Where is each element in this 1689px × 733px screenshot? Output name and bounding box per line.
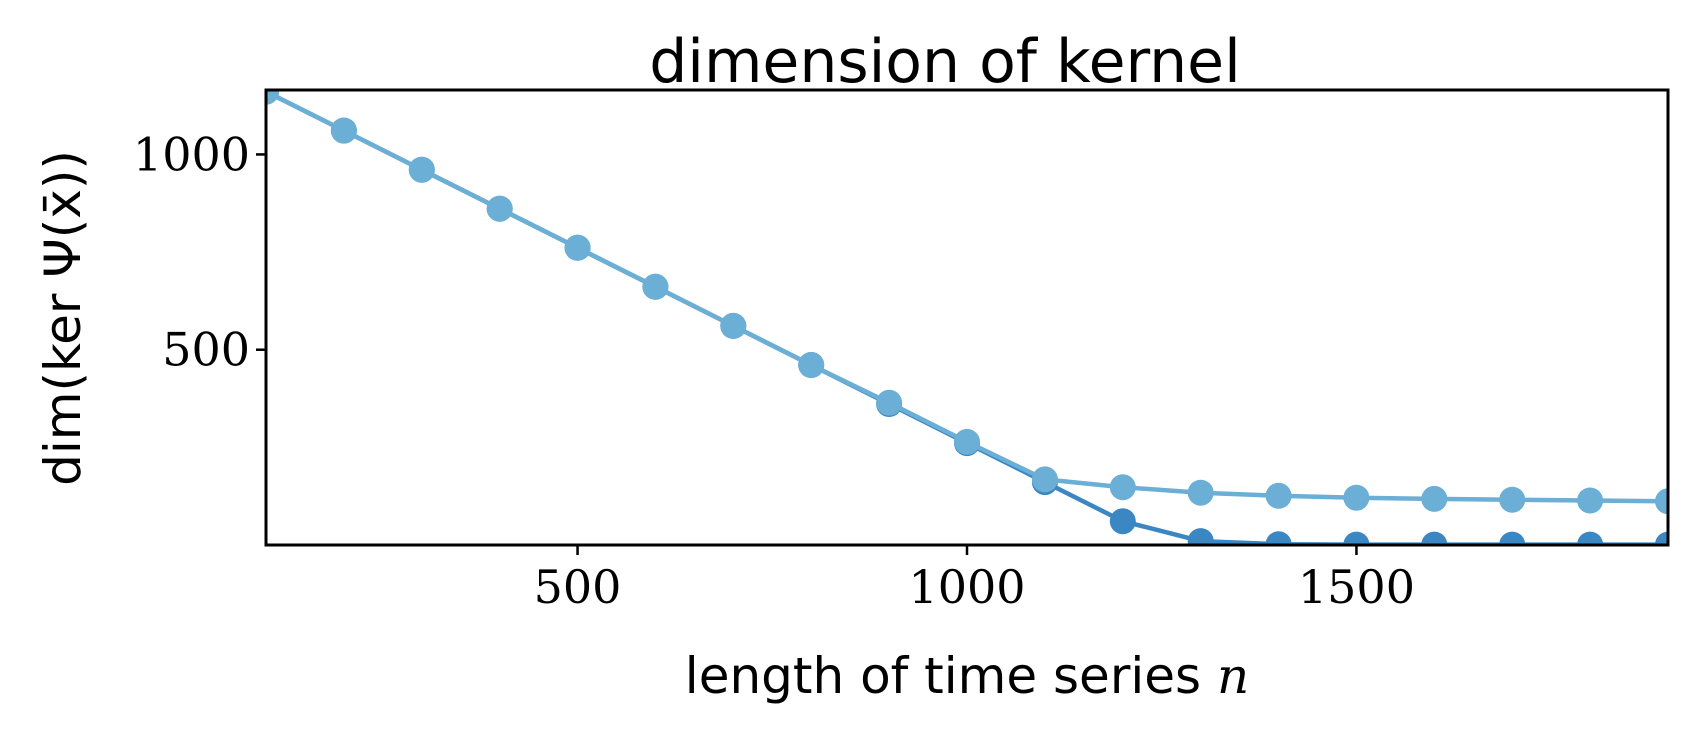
series-2-point (408, 156, 435, 183)
x-tick-label: 1000 (908, 560, 1025, 614)
series-1-point (1421, 531, 1448, 545)
series-1-point (1577, 531, 1604, 545)
series-2-point (1031, 466, 1058, 493)
series-1-point (1343, 531, 1370, 545)
series-2-point (266, 90, 279, 105)
y-tick-label: 1000 (133, 127, 250, 181)
series-2-point (954, 428, 980, 455)
x-axis-label-text: length of time series (685, 647, 1201, 705)
series-layer (266, 90, 1668, 545)
series-2-point (1421, 485, 1448, 512)
series-1-point (1109, 508, 1136, 535)
series-2-point (798, 352, 825, 378)
series-1 (266, 90, 1668, 545)
series-2-point (1187, 479, 1214, 506)
series-2 (266, 90, 1668, 515)
series-1-point (1655, 531, 1668, 545)
y-tick-label: 500 (162, 323, 250, 377)
x-axis-label: length of time series n (685, 647, 1249, 705)
series-2-point (642, 273, 669, 300)
series-2-point (330, 117, 357, 144)
x-axis-label-variable: n (1217, 647, 1249, 705)
series-1-line (266, 90, 1668, 545)
series-1-point (1499, 531, 1526, 545)
series-2-point (564, 234, 591, 261)
series-1-point (1265, 531, 1292, 545)
series-2-point (876, 389, 903, 416)
series-2-point (1655, 488, 1668, 515)
series-2-point (1577, 487, 1604, 514)
y-axis: 500 1000 (133, 127, 266, 377)
x-axis: 500 1000 1500 (534, 545, 1415, 614)
series-2-point (1109, 474, 1136, 501)
series-1-point (1187, 528, 1214, 545)
series-2-point (1343, 484, 1370, 511)
series-2-point (720, 312, 747, 339)
chart-title: dimension of kernel (649, 27, 1241, 97)
series-2-point (486, 195, 513, 222)
series-2-point (1499, 486, 1526, 513)
x-tick-label: 500 (534, 560, 622, 614)
x-tick-label: 1500 (1298, 560, 1415, 614)
plot-frame (264, 88, 1670, 547)
series-2-point (1265, 482, 1292, 509)
y-axis-label: dim(ker Ψ(x̄)) (34, 150, 92, 486)
